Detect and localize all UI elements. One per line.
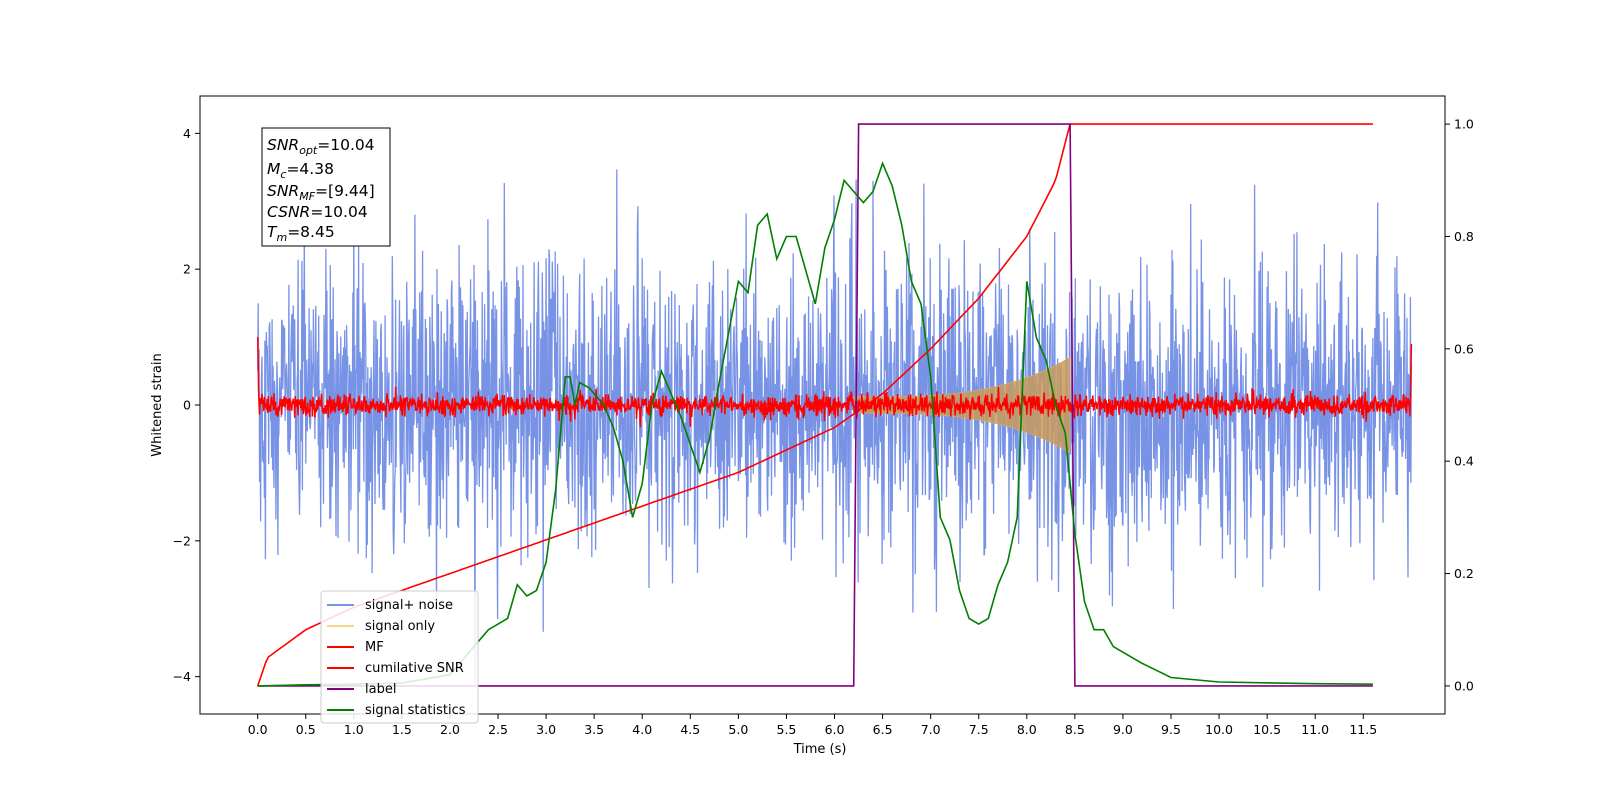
y-tick-label: 0 (183, 398, 191, 413)
signal-statistics-line (257, 161, 1373, 687)
x-tick-label: 0.0 (248, 722, 268, 737)
x-tick-label: 0.5 (296, 722, 316, 737)
mf-line (256, 337, 1413, 428)
x-tick-label: 2.5 (488, 722, 508, 737)
x-tick-label: 11.0 (1301, 722, 1329, 737)
y2-tick-label: 0.0 (1454, 678, 1474, 693)
annotation-snr-opt: SNRopt=10.04 (267, 136, 375, 157)
legend-label-signal-noise: signal+ noise (365, 598, 453, 613)
x-tick-label: 5.5 (777, 722, 797, 737)
legend-label-label: label (365, 682, 396, 697)
legend-label-cumulative-snr: cumilative SNR (365, 661, 464, 676)
legend-label-signal-only: signal only (365, 619, 435, 634)
y-axis-label: Whitened strain (150, 353, 165, 456)
x-tick-label: 10.5 (1253, 722, 1281, 737)
x-tick-label: 7.5 (969, 722, 989, 737)
x-tick-label: 9.5 (1161, 722, 1181, 737)
y-tick-label: −2 (173, 533, 191, 548)
y2-tick-label: 0.2 (1454, 566, 1474, 581)
annotation-snr-mf: SNRMF=[9.44] (267, 182, 375, 203)
x-tick-label: 6.5 (873, 722, 893, 737)
x-tick-label: 10.0 (1205, 722, 1233, 737)
x-tick-label: 4.5 (680, 722, 700, 737)
legend-label-signal-statistics: signal statistics (365, 703, 466, 718)
annotation-mc: Mc=4.38 (267, 160, 334, 181)
x-tick-label: 1.0 (344, 722, 364, 737)
label-line (257, 123, 1373, 687)
annotation-box: SNRopt=10.04 Mc=4.38 SNRMF=[9.44] CSNR=1… (261, 127, 391, 247)
y-tick-label: 4 (183, 126, 191, 141)
x-tick-label: 8.5 (1065, 722, 1085, 737)
series-mf (256, 337, 1413, 428)
x-tick-label: 7.0 (921, 722, 941, 737)
x-tick-label: 3.5 (584, 722, 604, 737)
y-tick-label: 2 (183, 262, 191, 277)
x-tick-label: 4.0 (632, 722, 652, 737)
x-tick-label: 1.5 (392, 722, 412, 737)
y2-tick-label: 0.4 (1454, 454, 1474, 469)
x-tick-label: 9.0 (1113, 722, 1133, 737)
legend-label-mf: MF (365, 640, 384, 655)
y2-tick-label: 0.8 (1454, 229, 1474, 244)
legend: signal+ noise signal only MF cumilative … (320, 590, 479, 724)
x-tick-label: 2.0 (440, 722, 460, 737)
series-signal-statistics (257, 161, 1373, 687)
x-tick-label: 5.0 (728, 722, 748, 737)
x-tick-label: 6.0 (825, 722, 845, 737)
y2-tick-label: 1.0 (1454, 117, 1474, 132)
annotation-csnr: CSNR=10.04 (267, 203, 368, 221)
annotation-tm: Tm=8.45 (267, 223, 335, 244)
axis-ticks: 0.0 0.5 1.0 1.5 2.0 2.5 3.0 3.5 4.0 4.5 5.0 5.5 6.0 6… (173, 117, 1474, 737)
series-label (257, 123, 1373, 687)
x-tick-label: 3.0 (536, 722, 556, 737)
x-tick-label: 8.0 (1017, 722, 1037, 737)
x-axis-label: Time (s) (793, 742, 847, 757)
y-tick-label: −4 (173, 669, 191, 684)
x-tick-label: 11.5 (1349, 722, 1377, 737)
y2-tick-label: 0.6 (1454, 341, 1474, 356)
